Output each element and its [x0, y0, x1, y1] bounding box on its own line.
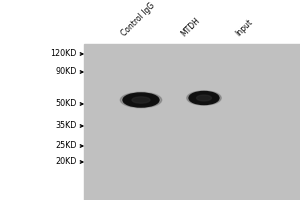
Ellipse shape	[123, 93, 159, 107]
Ellipse shape	[196, 95, 211, 101]
Text: 50KD: 50KD	[55, 99, 76, 108]
Text: Input: Input	[234, 17, 254, 38]
Bar	[84, 44, 300, 200]
Ellipse shape	[189, 92, 219, 104]
Text: 90KD: 90KD	[55, 68, 76, 76]
Text: 25KD: 25KD	[55, 142, 76, 150]
Text: 35KD: 35KD	[55, 121, 76, 130]
Text: MTDH: MTDH	[180, 15, 202, 38]
Ellipse shape	[187, 91, 221, 105]
Text: 120KD: 120KD	[50, 49, 76, 58]
Text: 20KD: 20KD	[55, 158, 76, 166]
Ellipse shape	[132, 97, 150, 103]
Text: Control IgG: Control IgG	[120, 1, 157, 38]
Ellipse shape	[120, 92, 162, 108]
